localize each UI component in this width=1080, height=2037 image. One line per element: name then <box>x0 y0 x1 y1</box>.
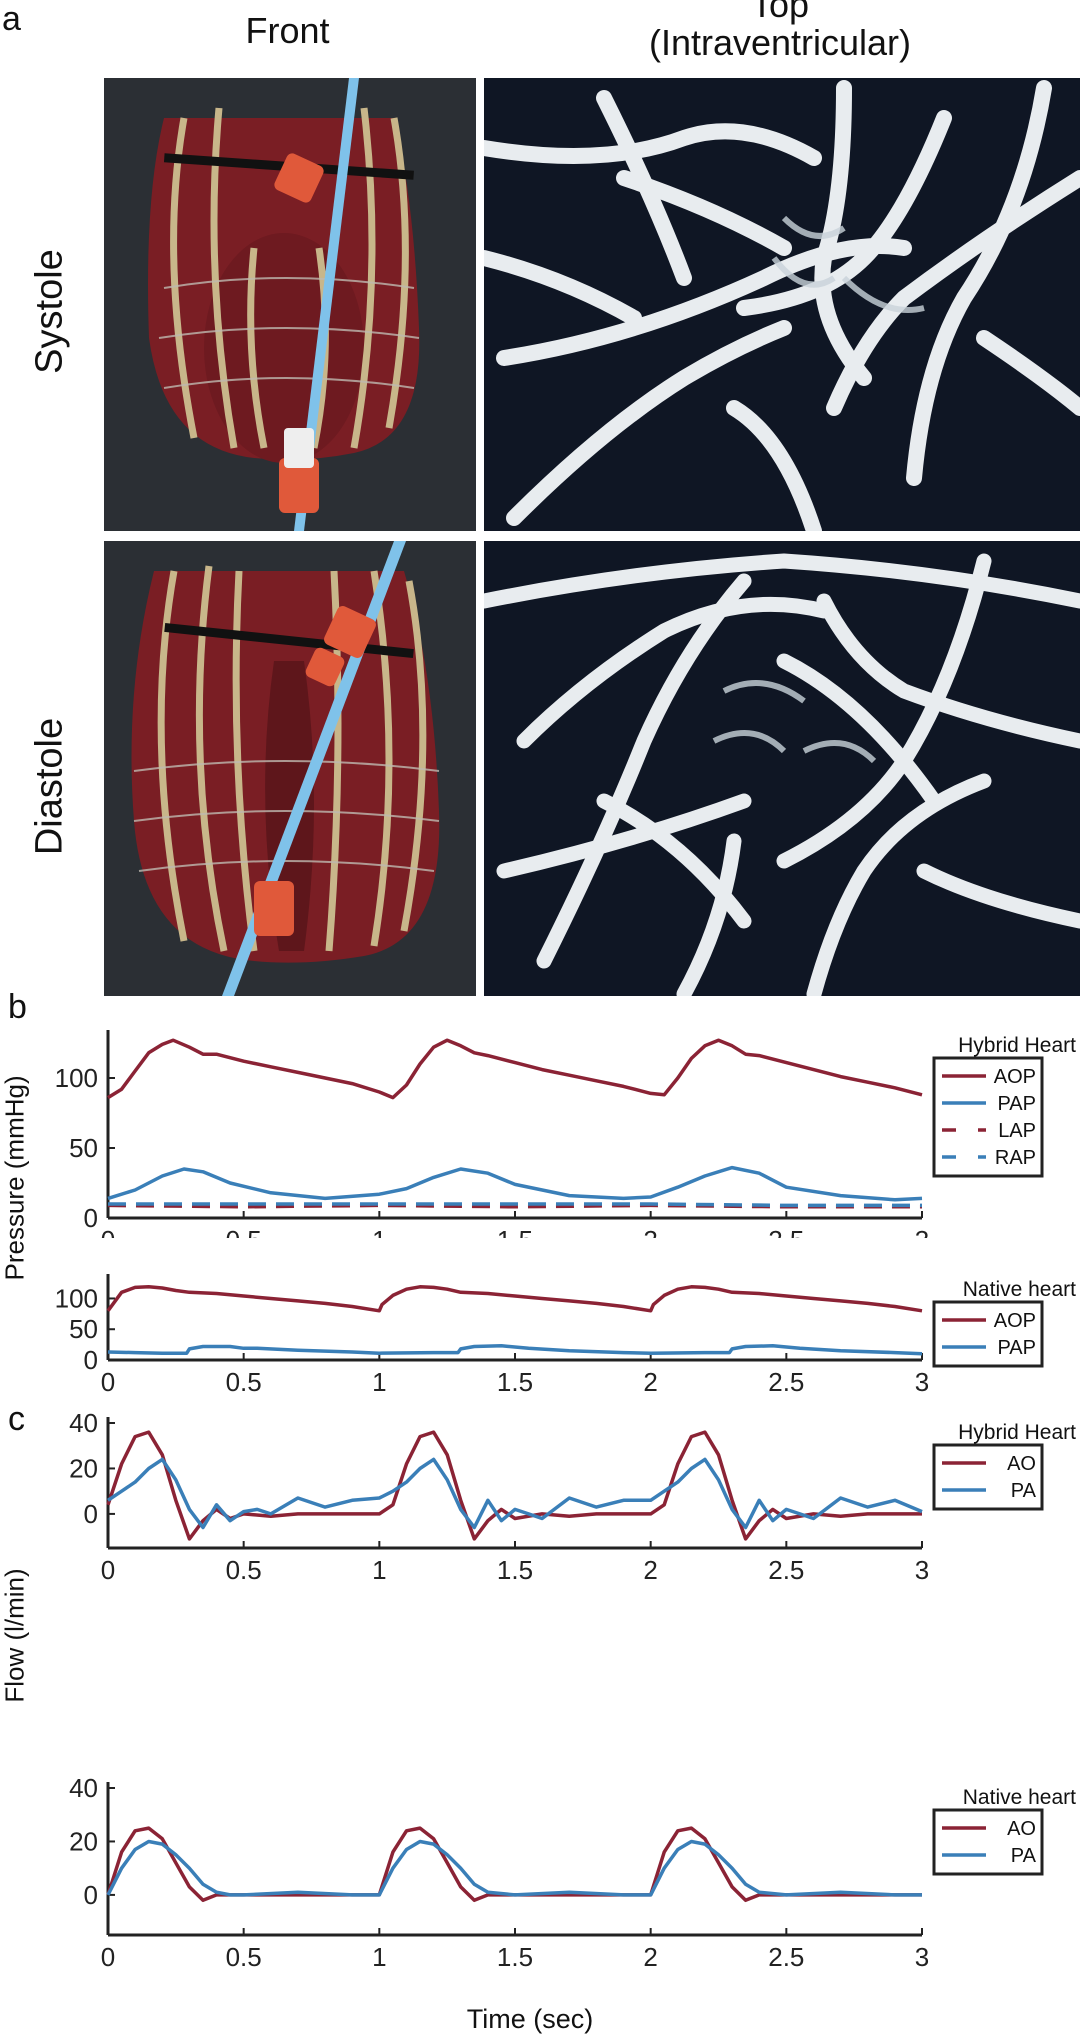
legend-label-ao: AO <box>1007 1453 1036 1475</box>
legend-label-aop: AOP <box>994 1066 1036 1088</box>
legend-title: Hybrid Heart <box>958 1421 1076 1444</box>
flow-ylabel-wrap: Flow (l/min) <box>0 1568 95 1702</box>
panel-label-c: c <box>8 1400 25 1438</box>
x-tick-label: 0.5 <box>226 1555 262 1585</box>
legend-box <box>932 1443 1044 1511</box>
x-tick-label: 2.5 <box>768 1555 804 1585</box>
y-tick-label: 0 <box>84 1345 98 1375</box>
heart-model-diastole-illustration <box>104 541 476 996</box>
x-tick-label: 1 <box>372 1367 386 1397</box>
series-line-pa <box>106 1839 922 1897</box>
x-tick-label: 1 <box>372 1555 386 1585</box>
series-line-ao <box>106 1430 922 1541</box>
x-tick-label: 0 <box>101 1367 115 1397</box>
series-line-pap <box>107 1165 923 1202</box>
y-tick-label: 40 <box>69 1408 98 1438</box>
x-tick-label: 2 <box>643 1225 657 1238</box>
row-label-diastole: Diastole <box>28 717 71 856</box>
legend-label-lap: LAP <box>998 1120 1036 1142</box>
intraventricular-systole-illustration <box>484 78 1080 531</box>
x-tick-label: 1 <box>372 1942 386 1972</box>
heart-model-systole-illustration <box>104 78 476 531</box>
x-tick-label: 3 <box>915 1555 929 1585</box>
column-header-top-line1: Top <box>750 0 810 25</box>
photo-systole-top <box>484 78 1080 531</box>
x-tick-label: 1.5 <box>497 1555 533 1585</box>
y-tick-label: 0 <box>84 1880 98 1910</box>
x-tick-label: 0.5 <box>226 1225 262 1238</box>
photo-diastole-top <box>484 541 1080 996</box>
legend-title: Native heart <box>963 1278 1076 1301</box>
y-tick-label: 100 <box>55 1063 98 1093</box>
x-tick-label: 2 <box>643 1942 657 1972</box>
legend-label-aop: AOP <box>994 1310 1036 1332</box>
y-tick-label: 0 <box>84 1203 98 1233</box>
x-tick-label: 2 <box>643 1367 657 1397</box>
panel-label-a: a <box>2 0 21 38</box>
legend-label-pap: PAP <box>997 1337 1036 1359</box>
series-line-aop <box>107 1038 923 1100</box>
legend-label-rap: RAP <box>995 1147 1036 1169</box>
legend-label-ao: AO <box>1007 1818 1036 1840</box>
y-tick-label: 20 <box>69 1826 98 1856</box>
legend-box <box>932 1300 1044 1368</box>
x-tick-label: 1.5 <box>497 1942 533 1972</box>
x-tick-label: 1 <box>372 1225 386 1238</box>
series-line-pa <box>107 1457 923 1530</box>
row-label-systole: Systole <box>28 249 71 374</box>
x-tick-label: 3 <box>915 1942 929 1972</box>
legend-title: Native heart <box>963 1786 1076 1809</box>
column-header-top-line2: (Intraventricular) <box>648 21 912 63</box>
x-tick-label: 2.5 <box>768 1942 804 1972</box>
legend-label-pa: PA <box>1011 1480 1037 1502</box>
x-tick-label: 2 <box>643 1555 657 1585</box>
legend-label-pa: PA <box>1011 1845 1037 1867</box>
x-tick-label: 1.5 <box>497 1367 533 1397</box>
x-tick-label: 3 <box>915 1225 929 1238</box>
series-line-ao <box>106 1826 922 1903</box>
series-line-pap <box>107 1344 923 1356</box>
y-tick-label: 50 <box>69 1314 98 1344</box>
y-tick-label: 100 <box>55 1283 98 1313</box>
panel-label-b: b <box>8 988 27 1026</box>
x-tick-label: 0.5 <box>226 1367 262 1397</box>
photo-diastole-front <box>104 541 476 996</box>
column-header-top: Top (Intraventricular) <box>520 0 1040 62</box>
intraventricular-diastole-illustration <box>484 541 1080 996</box>
y-tick-label: 50 <box>69 1133 98 1163</box>
photo-systole-front <box>104 78 476 531</box>
x-tick-label: 0 <box>101 1225 115 1238</box>
x-tick-label: 2.5 <box>768 1225 804 1238</box>
time-xlabel: Time (sec) <box>466 2004 594 2034</box>
y-tick-label: 40 <box>69 1773 98 1803</box>
x-tick-label: 0 <box>101 1555 115 1585</box>
x-tick-label: 0 <box>101 1942 115 1972</box>
series-line-rap <box>108 1202 922 1208</box>
column-header-front: Front <box>245 10 330 51</box>
chart-flow-hybrid: 0 0.5 1 1.5 2 2.5 3 0 20 40 Hybrid Heart AO PA <box>69 1408 1076 1585</box>
legend-title: Hybrid Heart <box>958 1034 1076 1057</box>
x-tick-label: 3 <box>915 1367 929 1397</box>
series-line-aop <box>106 1285 923 1313</box>
chart-pressure-hybrid: 0 0.5 1 1.5 2 2.5 3 0 50 100 Hybrid Heart AOP PAP LAP… <box>55 1030 1076 1238</box>
chart-flow-native: 0 0.5 1 1.5 2 2.5 3 0 20 40 Native heart AO PA <box>69 1773 1076 1972</box>
y-tick-label: 0 <box>84 1499 98 1529</box>
x-tick-label: 1.5 <box>497 1225 533 1238</box>
legend-box <box>932 1808 1044 1876</box>
y-tick-label: 20 <box>69 1453 98 1483</box>
legend-label-pap: PAP <box>997 1093 1036 1115</box>
x-tick-label: 0.5 <box>226 1942 262 1972</box>
x-tick-label: 2.5 <box>768 1367 804 1397</box>
